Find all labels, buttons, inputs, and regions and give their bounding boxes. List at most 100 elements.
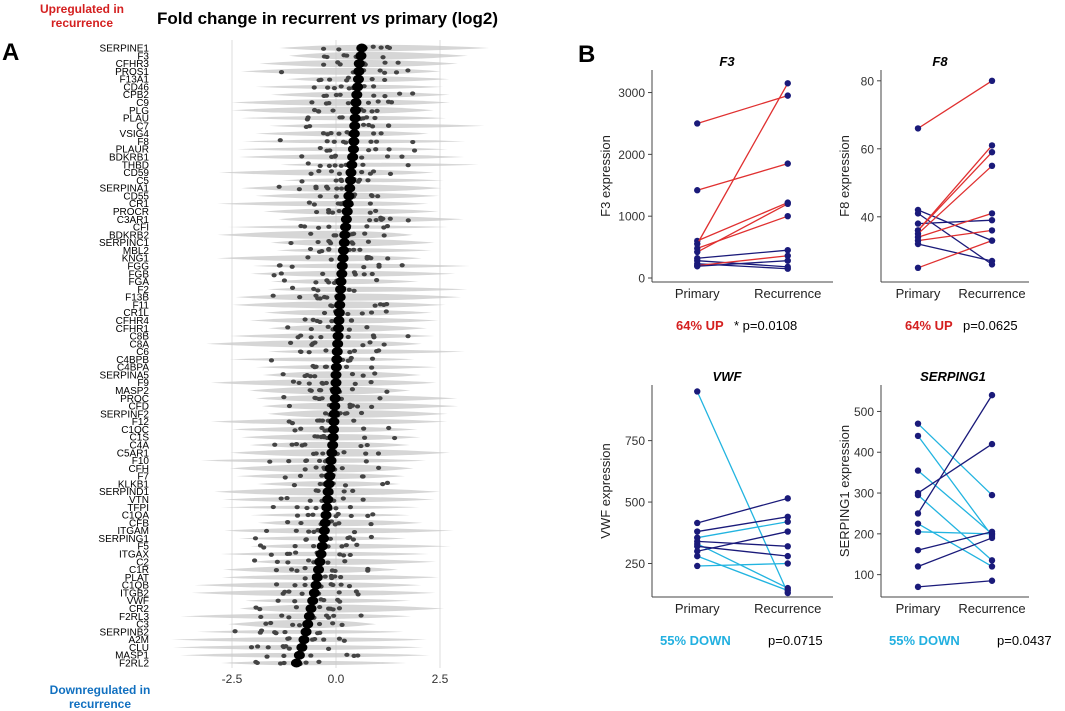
point-primary-F8 — [914, 125, 922, 132]
dot-C8A — [360, 343, 366, 348]
violin-CR1 — [217, 201, 429, 207]
gene-label-CFHR3: CFHR3 — [116, 59, 150, 70]
dot-BDKRB2 — [362, 231, 368, 236]
gene-label-CR2: CR2 — [129, 604, 149, 615]
dot-CPB2 — [382, 94, 388, 99]
point-recurrence-F3 — [784, 160, 791, 167]
y-tick-F8-40: 40 — [861, 210, 875, 224]
y-tick-F8-60: 60 — [861, 142, 875, 156]
dot-C5 — [365, 178, 371, 183]
pair-line-SERPING1 — [917, 443, 993, 494]
dot-F10 — [303, 458, 309, 463]
violin-F2 — [267, 286, 468, 292]
dot-C5AR1 — [341, 450, 347, 455]
y-tick-F3-3000: 3000 — [618, 86, 645, 100]
point-primary-SERPING1 — [914, 520, 922, 527]
violin-PROS1 — [240, 67, 441, 75]
point-recurrence-VWF — [784, 552, 791, 560]
dot-THBD — [338, 163, 344, 168]
gene-label-F2RL2: F2RL2 — [119, 659, 149, 670]
point-recurrence-F3 — [784, 80, 791, 87]
dot-CFD — [354, 404, 361, 409]
median-CFH — [324, 463, 336, 473]
dot-C5 — [333, 178, 339, 183]
dot-C4A — [272, 442, 278, 447]
dot-CFHR4 — [329, 319, 335, 324]
dot-C1R — [288, 567, 295, 572]
point-recurrence-F8 — [988, 149, 996, 156]
dot-FGG — [277, 263, 283, 268]
dot-C2 — [325, 560, 331, 565]
median-C3AR1 — [340, 214, 352, 224]
point-recurrence-F8 — [988, 227, 996, 234]
dot-CFB — [336, 521, 342, 526]
dot-CFI — [315, 225, 322, 230]
dot-F2RL2 — [254, 660, 260, 666]
gene-label-C5: C5 — [136, 176, 149, 187]
median-F3 — [355, 51, 367, 61]
gene-label-TFPI: TFPI — [127, 503, 149, 514]
point-recurrence-SERPING1 — [988, 534, 996, 542]
stat-label-SERPING1: 55% DOWN — [889, 633, 960, 648]
dot-C1S — [392, 435, 398, 441]
dot-A2M — [341, 638, 347, 643]
dot-PROC — [377, 396, 383, 401]
dot-SERPINE1 — [370, 44, 376, 49]
gene-label-MASP2: MASP2 — [115, 386, 149, 397]
gene-label-MASP1: MASP1 — [115, 651, 149, 662]
dot-SERPIND1 — [350, 488, 356, 493]
gene-label-C4A: C4A — [130, 441, 150, 452]
x-tick-primary-SERPING1: Primary — [896, 601, 941, 616]
dot-ITGAM — [351, 529, 358, 535]
gene-label-VWF: VWF — [127, 596, 149, 607]
dot-CD59 — [316, 168, 322, 174]
dot-CR1L — [368, 310, 375, 315]
gene-label-FGA: FGA — [128, 277, 149, 288]
dot-CD46 — [370, 84, 377, 89]
dot-C4A — [358, 443, 364, 449]
median-C9 — [350, 97, 362, 107]
dot-CR1L — [383, 309, 389, 314]
dot-C1QC — [386, 425, 392, 431]
dot-CLU — [265, 645, 271, 650]
dot-C6 — [297, 349, 304, 354]
dot-C8B — [345, 334, 351, 340]
dot-SERPINB2 — [257, 630, 263, 635]
dot-FGB — [352, 272, 358, 277]
dot-CR2 — [253, 605, 259, 610]
dot-C9 — [388, 100, 395, 105]
y-label-F3: F3 expression — [598, 135, 613, 217]
dot-C2 — [274, 559, 280, 565]
gene-label-PLAU: PLAU — [123, 114, 149, 125]
dot-ITGAM — [263, 528, 270, 534]
point-primary-SERPING1 — [914, 432, 922, 440]
dot-BDKRB2 — [351, 231, 357, 236]
dot-C1QC — [298, 426, 304, 431]
median-PLAU — [349, 113, 361, 123]
dot-C1R — [294, 568, 300, 573]
dot-CD55 — [369, 193, 375, 199]
gene-label-SERPINA1: SERPINA1 — [100, 184, 150, 195]
dot-PROCR — [313, 209, 320, 215]
dot-SERPINF2 — [342, 411, 348, 416]
point-recurrence-F3 — [784, 212, 791, 220]
dot-F9 — [352, 381, 358, 386]
violin-C1R — [223, 566, 399, 574]
fold-change-violins — [171, 44, 490, 666]
dot-C1QA — [310, 512, 316, 517]
y-label-SERPING1: SERPING1 expression — [837, 425, 852, 557]
dot-SERPINA1 — [276, 184, 282, 189]
dot-CFHR4 — [302, 317, 308, 322]
violin-C4BPB — [229, 357, 415, 362]
dot-SERPINA5 — [360, 373, 366, 378]
dot-F12 — [314, 418, 321, 423]
point-primary-F8 — [914, 240, 922, 248]
dot-C3AR1 — [380, 216, 386, 221]
gene-label-KLKB1: KLKB1 — [118, 479, 150, 490]
pair-line-VWF — [696, 543, 789, 589]
dot-C6 — [347, 350, 353, 355]
dot-TFPI — [304, 505, 310, 511]
dot-C1QB — [292, 583, 298, 588]
dot-SERPIND1 — [315, 488, 321, 494]
dot-TFPI — [294, 505, 300, 510]
